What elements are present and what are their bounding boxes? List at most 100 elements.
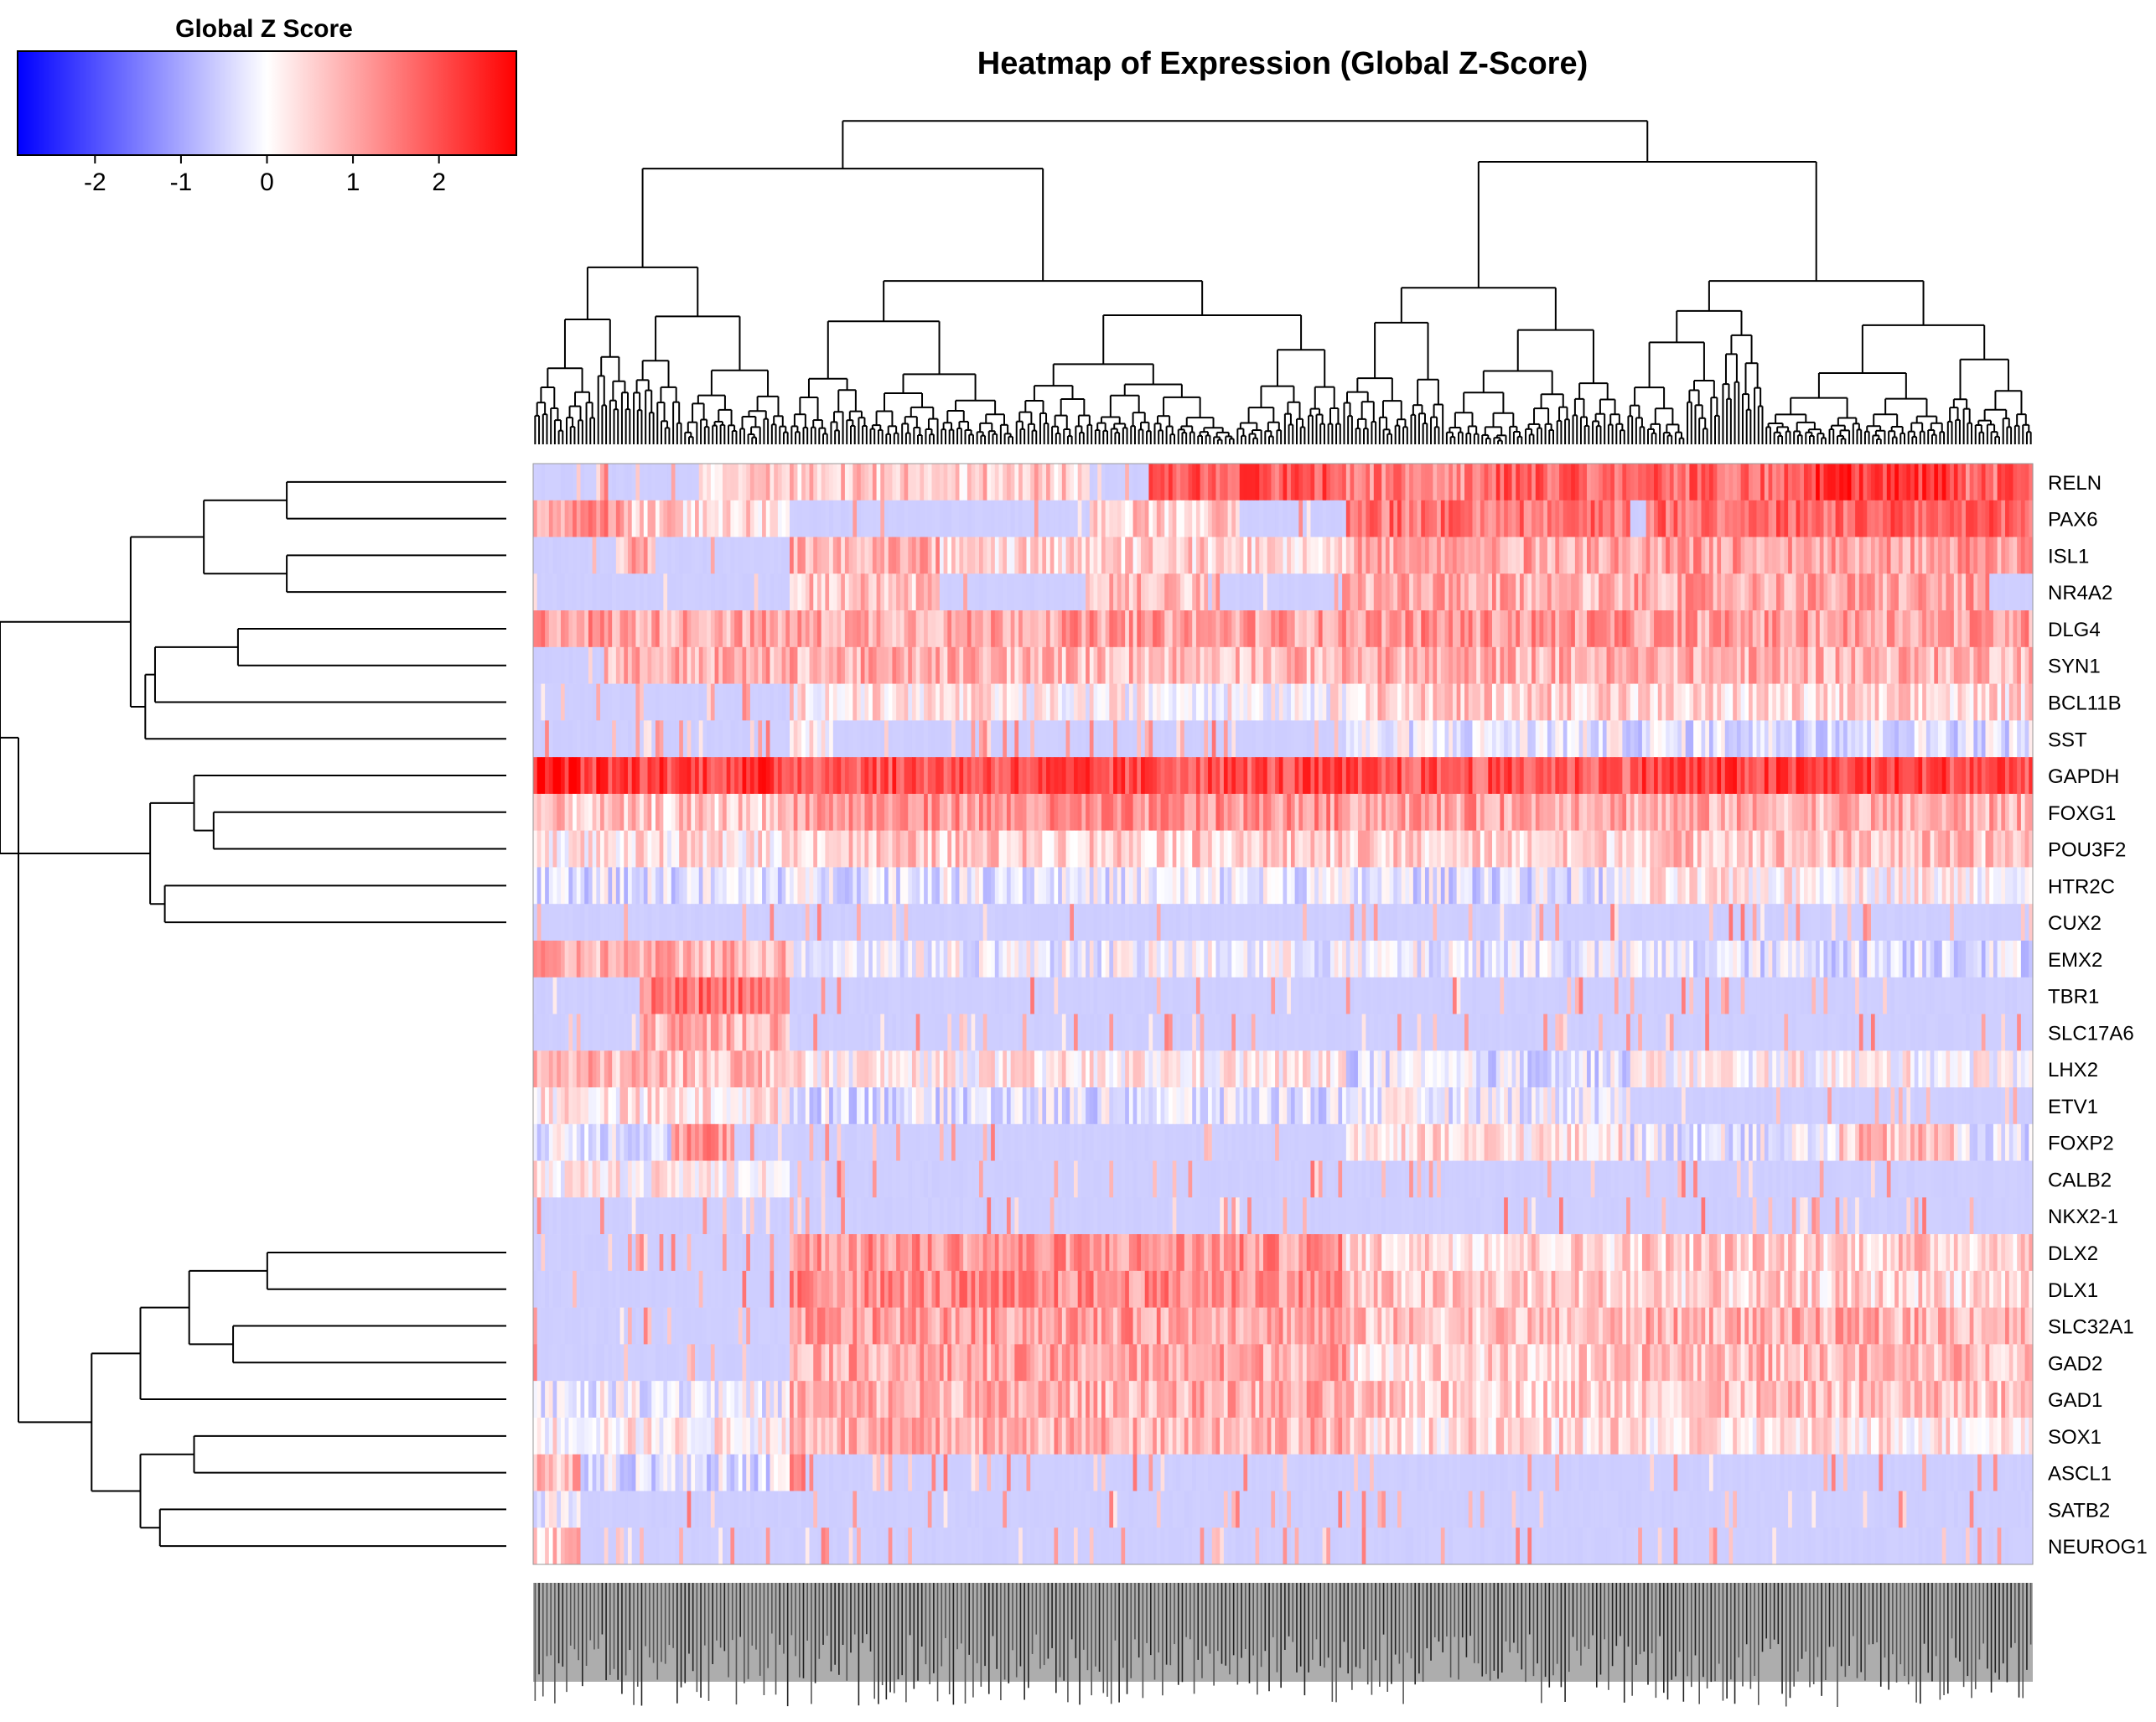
heatmap-cell xyxy=(1910,500,1915,537)
heatmap-cell xyxy=(872,573,878,611)
heatmap-cell xyxy=(1215,464,1221,501)
heatmap-cell xyxy=(1030,464,1035,501)
heatmap-cell xyxy=(722,464,728,501)
heatmap-cell xyxy=(2029,683,2034,721)
heatmap-cell xyxy=(552,464,557,501)
heatmap-cell xyxy=(844,720,850,758)
heatmap-cell xyxy=(1934,757,1939,795)
heatmap-cell xyxy=(1717,646,1722,684)
heatmap-cell xyxy=(1397,646,1402,684)
heatmap-cell xyxy=(592,500,597,537)
heatmap-cell xyxy=(1484,610,1489,648)
heatmap-cell xyxy=(738,720,744,758)
heatmap-cell xyxy=(734,464,739,501)
heatmap-cell xyxy=(1602,683,1608,721)
heatmap-cell xyxy=(2024,757,2029,795)
heatmap-cell xyxy=(1223,646,1229,684)
heatmap-cell xyxy=(557,646,562,684)
heatmap-cell xyxy=(1867,610,1872,648)
heatmap-cell xyxy=(1081,464,1086,501)
heatmap-cell xyxy=(758,464,763,501)
heatmap-cell xyxy=(722,537,728,574)
heatmap-cell xyxy=(573,720,578,758)
heatmap-cell xyxy=(2013,646,2018,684)
heatmap-cell xyxy=(797,537,802,574)
heatmap-cell xyxy=(1220,720,1225,758)
heatmap-cell xyxy=(552,610,557,648)
heatmap-cell xyxy=(640,537,645,574)
heatmap-cell xyxy=(868,610,873,648)
heatmap-cell xyxy=(1326,757,1331,795)
heatmap-cell xyxy=(1484,720,1489,758)
heatmap-cell xyxy=(1693,793,1698,831)
heatmap-cell xyxy=(1571,720,1576,758)
heatmap-cell xyxy=(1831,573,1837,611)
heatmap-cell xyxy=(1409,683,1414,721)
heatmap-cell xyxy=(1468,683,1474,721)
heatmap-cell xyxy=(1800,757,1805,795)
heatmap-cell xyxy=(1393,573,1398,611)
heatmap-cell xyxy=(1215,757,1221,795)
heatmap-cell xyxy=(1594,500,1599,537)
heatmap-cell xyxy=(714,537,719,574)
heatmap-cell xyxy=(1010,610,1015,648)
heatmap-cell xyxy=(754,500,759,537)
heatmap-cell xyxy=(1571,464,1576,501)
heatmap-cell xyxy=(978,610,984,648)
heatmap-cell xyxy=(1298,720,1303,758)
heatmap-cell xyxy=(1144,500,1150,537)
heatmap-cell xyxy=(1086,500,1091,537)
heatmap-cell xyxy=(2005,683,2010,721)
heatmap-cell xyxy=(1914,757,1920,795)
heatmap-cell xyxy=(1749,573,1754,611)
heatmap-cell xyxy=(1906,683,1911,721)
heatmap-cell xyxy=(1752,720,1758,758)
heatmap-cell xyxy=(2013,464,2018,501)
heatmap-cell xyxy=(1417,573,1422,611)
heatmap-cell xyxy=(1883,610,1888,648)
heatmap-cell xyxy=(1247,573,1252,611)
heatmap-cell xyxy=(592,610,597,648)
heatmap-cell xyxy=(675,757,680,795)
heatmap-cell xyxy=(892,464,897,501)
heatmap-cell xyxy=(1578,537,1583,574)
heatmap-cell xyxy=(1816,537,1821,574)
heatmap-cell xyxy=(1303,610,1308,648)
heatmap-cell xyxy=(924,573,929,611)
heatmap-cell xyxy=(1890,757,1895,795)
heatmap-cell xyxy=(1717,793,1722,831)
heatmap-cell xyxy=(844,610,850,648)
heatmap-cell xyxy=(1654,610,1659,648)
heatmap-cell xyxy=(1811,573,1817,611)
heatmap-cell xyxy=(1086,537,1091,574)
heatmap-cell xyxy=(1768,573,1773,611)
heatmap-cell xyxy=(1874,537,1879,574)
heatmap-cell xyxy=(1370,464,1375,501)
heatmap-cell xyxy=(1381,500,1386,537)
heatmap-cell xyxy=(1156,573,1162,611)
heatmap-cell xyxy=(1472,793,1477,831)
heatmap-cell xyxy=(1184,610,1189,648)
heatmap-cell xyxy=(1997,537,2002,574)
heatmap-cell xyxy=(679,537,684,574)
heatmap-cell xyxy=(1946,757,1951,795)
heatmap-cell xyxy=(1101,720,1107,758)
heatmap-cell xyxy=(1898,500,1904,537)
heatmap-cell xyxy=(1559,757,1564,795)
heatmap-cell xyxy=(1168,646,1174,684)
heatmap-cell xyxy=(1211,464,1217,501)
heatmap-cell xyxy=(1231,573,1236,611)
heatmap-cell xyxy=(1121,793,1126,831)
heatmap-cell xyxy=(1231,500,1236,537)
heatmap-cell xyxy=(1590,610,1596,648)
heatmap-cell xyxy=(1350,757,1355,795)
heatmap-cell xyxy=(1492,537,1497,574)
heatmap-cell xyxy=(624,464,629,501)
heatmap-cell xyxy=(978,757,984,795)
heatmap-cell xyxy=(1065,610,1070,648)
heatmap-cell xyxy=(1188,757,1193,795)
heatmap-cell xyxy=(592,793,597,831)
heatmap-cell xyxy=(1708,793,1714,831)
heatmap-cell xyxy=(1275,757,1280,795)
heatmap-cell xyxy=(2020,720,2026,758)
